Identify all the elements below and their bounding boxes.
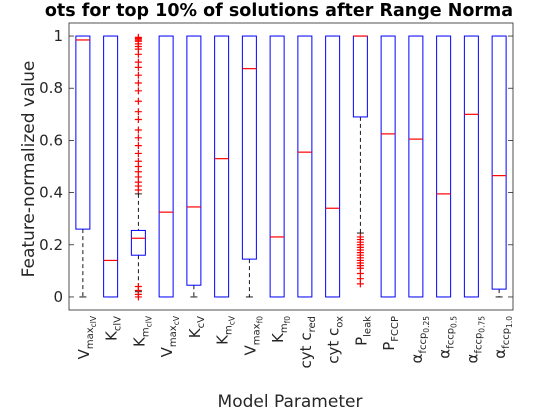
x-tick-label: KmclV (130, 315, 153, 347)
box-P_FCCP (380, 35, 396, 298)
box-iqr (186, 35, 202, 286)
box-K_m_cV (214, 35, 230, 298)
outlier-marker (134, 97, 142, 105)
box-iqr (75, 35, 91, 230)
box-P_leak (352, 35, 368, 288)
box-iqr (463, 35, 479, 298)
box-K_cV (186, 35, 202, 298)
box-K_clV (103, 35, 119, 298)
box-V_max_cV (158, 35, 174, 298)
x-axis-label: Model Parameter (218, 392, 363, 410)
box-cyt_c_ox (325, 35, 341, 298)
x-tick-label: PFCCP (380, 316, 401, 351)
x-tick-label: αfccp0.25 (408, 316, 431, 364)
x-tick-label: cyt cox (325, 316, 346, 364)
outlier-marker (134, 116, 142, 124)
box-alpha_fccp_1.0 (491, 35, 507, 298)
box-max_clV (75, 35, 91, 298)
box-iqr (214, 35, 230, 298)
outlier-marker (134, 142, 142, 150)
x-tick-label: cyt cred (297, 316, 318, 368)
box-alpha_fccp_0.5 (436, 35, 452, 298)
x-tick-label: VmaxclV (75, 315, 98, 359)
box-K_m_f0 (269, 35, 285, 298)
x-tick-label: Kmf0 (269, 316, 292, 343)
outlier-marker (134, 157, 142, 165)
box-iqr (380, 35, 396, 298)
box-iqr (491, 35, 507, 290)
y-tick-label: 0.6 (39, 131, 63, 149)
outlier-marker (134, 58, 142, 66)
chart-title: ots for top 10% of solutions after Range… (45, 1, 513, 21)
y-tick-label: 0.4 (39, 184, 63, 202)
x-tick-label: αfccp1.0 (491, 316, 514, 359)
box-iqr (158, 35, 174, 298)
outlier-marker (134, 71, 142, 79)
outlier-marker (356, 233, 364, 241)
y-tick-label: 0.8 (39, 79, 63, 97)
box-K_m_clV (130, 33, 146, 301)
box-iqr (241, 35, 257, 260)
box-iqr (436, 35, 452, 298)
x-tick-label: KmcV (214, 315, 237, 345)
x-tick-label: αfccp0.75 (463, 316, 486, 364)
x-tick-label: VmaxcV (158, 315, 181, 357)
outlier-marker (134, 33, 142, 41)
y-tick-label: 1 (53, 27, 63, 45)
box-iqr (269, 35, 285, 298)
box-alpha_fccp_0.75 (463, 35, 479, 298)
box-iqr (130, 229, 146, 256)
outlier-marker (134, 79, 142, 87)
box-iqr (297, 35, 313, 298)
box-iqr (325, 35, 341, 298)
x-tick-label: KcV (186, 316, 207, 338)
y-axis-label: Feature-normalized value (19, 61, 39, 278)
outlier-marker (134, 87, 142, 95)
x-tick-label: Pleak (352, 316, 373, 346)
outlier-marker (134, 108, 142, 116)
box-alpha_fccp_0.25 (408, 35, 424, 298)
outlier-marker (134, 283, 142, 291)
outlier-marker (134, 134, 142, 142)
box-cyt_c_red (297, 35, 313, 298)
x-tick-label: Vmaxf0 (241, 316, 264, 356)
box-iqr (408, 35, 424, 298)
box-iqr (103, 35, 119, 298)
x-tick-label: KclV (103, 316, 124, 341)
box-V_max_f0 (241, 35, 257, 298)
y-tick-label: 0.2 (39, 236, 63, 254)
y-tick-label: 0 (53, 288, 63, 306)
outlier-marker (134, 149, 142, 157)
x-tick-label: αfccp0.5 (436, 316, 459, 359)
outlier-marker (134, 126, 142, 134)
plot-frame (68, 22, 514, 311)
